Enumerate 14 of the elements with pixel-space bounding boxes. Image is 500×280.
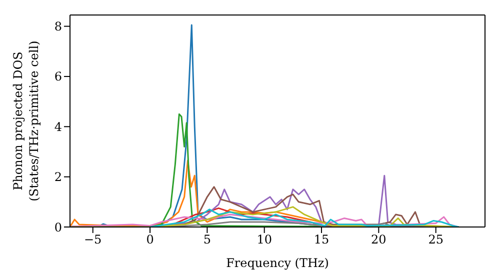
x-tick-label: 20 — [371, 232, 386, 247]
x-tick-label: −5 — [84, 232, 102, 247]
y-tick-label: 0 — [54, 220, 62, 234]
x-tick-label: 0 — [146, 232, 154, 247]
y-tick-label: 2 — [54, 170, 62, 184]
x-tick-label: 25 — [428, 232, 444, 247]
x-axis-title: Frequency (THz) — [226, 256, 329, 270]
x-tick-label: 15 — [314, 232, 330, 247]
x-tick-label: 10 — [256, 232, 272, 247]
y-tick-label: 4 — [54, 120, 62, 134]
y-tick-label: 8 — [54, 20, 62, 34]
x-tick-label: 5 — [203, 232, 212, 247]
y-axis-title: Phonon projected DOS (States/THz·primitive cell) — [11, 40, 41, 202]
y-tick-label: 6 — [54, 70, 62, 84]
